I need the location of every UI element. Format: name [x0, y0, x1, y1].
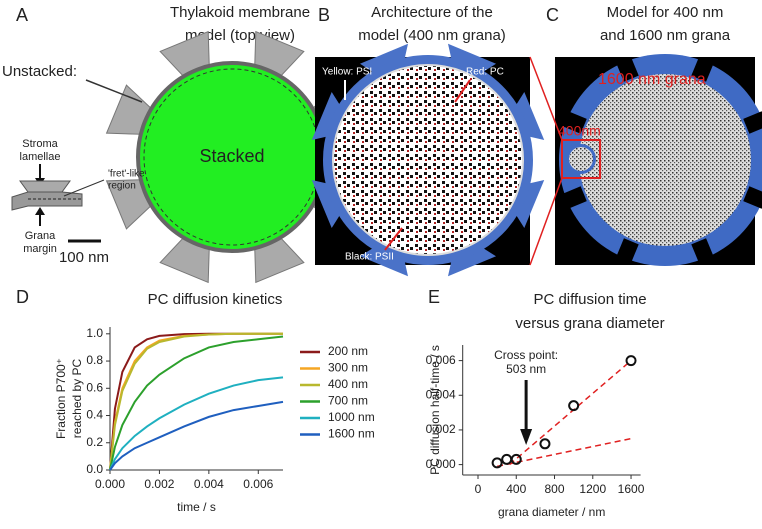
panel-letter: B: [318, 5, 330, 25]
y-tick-label: 0.000: [426, 457, 456, 471]
legend-label: 700 nm: [328, 394, 368, 408]
series-line: [109, 332, 283, 471]
x-axis-label: grana diameter / nm: [498, 505, 605, 519]
x-tick-label: 800: [545, 482, 565, 496]
notch: [562, 111, 587, 134]
inset-stroma: [19, 180, 71, 193]
inset-margin: [11, 191, 83, 211]
pointer: [454, 79, 471, 103]
y-tick-label: 0.0: [86, 462, 103, 476]
inset-label: Stroma: [22, 138, 58, 150]
x-tick-label: 0.002: [144, 477, 174, 491]
size-label: 400nm: [558, 123, 601, 139]
scale-label: 100 nm: [59, 249, 109, 266]
data-point: [625, 355, 637, 367]
stacked-label: Stacked: [199, 146, 264, 166]
notch: [562, 186, 587, 209]
x-tick-label: 0.000: [95, 477, 125, 491]
y-tick-label: 0.6: [86, 380, 103, 394]
x-tick-label: 0.004: [194, 477, 224, 491]
inset-label: lamellae: [20, 151, 61, 163]
grana-texture: [332, 64, 524, 256]
y-tick-label: 1.0: [86, 326, 103, 340]
pointer: [63, 179, 105, 197]
charts: D PC diffusion kinetics 0.0 0.2 0.4 0.6 0.8 1.0…: [16, 287, 665, 519]
notch: [616, 57, 639, 82]
notch: [616, 238, 639, 263]
margin-ring: [323, 55, 533, 265]
grana-texture: [579, 74, 751, 246]
x-tick-label: 0: [475, 482, 482, 496]
x-tick-label: 0.006: [243, 477, 273, 491]
legend-label: 400 nm: [328, 377, 368, 391]
data-point: [539, 438, 551, 450]
y-axis-label: Fraction P700⁺: [54, 358, 68, 439]
data-point: [491, 457, 503, 469]
annotation: Cross point:: [494, 348, 558, 362]
y-tick-label: 0.004: [426, 387, 456, 401]
chart-title: PC diffusion time: [533, 291, 646, 308]
inset-label: Grana: [25, 230, 56, 242]
panel-a: A Thylakoid membrane model (top view) St…: [2, 4, 359, 284]
data-point: [501, 453, 513, 465]
chart-title: PC diffusion kinetics: [148, 291, 283, 308]
inset-label: region: [108, 181, 136, 192]
chart-title: versus grana diameter: [515, 315, 664, 332]
annotation: 503 nm: [506, 362, 546, 376]
legend-label: 1000 nm: [328, 410, 375, 424]
notches: [562, 57, 762, 263]
legend-label: 300 nm: [328, 361, 368, 375]
notch: [691, 57, 714, 82]
panel-title: Architecture of the: [371, 4, 493, 21]
panel-title: Thylakoid membrane: [170, 4, 310, 21]
unstacked-label: Unstacked:: [2, 63, 77, 80]
series-line: [109, 400, 284, 471]
pointer: [85, 79, 143, 103]
panel-b: B Architecture of the model (400 nm gran…: [311, 4, 545, 277]
y-tick-label: 0.8: [86, 353, 103, 367]
fit-line: [509, 360, 632, 466]
legend-label: Yellow: PSI: [322, 67, 372, 78]
panel-letter: D: [16, 287, 29, 307]
zoom-box: [561, 139, 601, 179]
panel-letter: E: [428, 287, 440, 307]
inset-label: margin: [23, 243, 57, 255]
zoom-line: [529, 56, 563, 141]
size-label: 1600 nm grana: [598, 71, 706, 88]
panel-title: Model for 400 nm: [607, 4, 724, 21]
x-tick-label: 400: [506, 482, 526, 496]
legend-label: 200 nm: [328, 344, 368, 358]
arrow-head: [35, 207, 45, 215]
small-grana: [569, 147, 593, 171]
unstacked-regions: [311, 43, 545, 277]
inset-label: 'fret'-like: [108, 169, 145, 180]
zoom-line: [529, 177, 563, 266]
series-line: [109, 376, 284, 471]
legend-label: Black: PSII: [345, 252, 394, 263]
legend-label: Red: PC: [466, 67, 504, 78]
fit-line: [496, 437, 632, 468]
x-tick-label: 1600: [618, 482, 645, 496]
series-line: [109, 335, 284, 471]
y-axis-label: PC diffusion half-time / s: [428, 345, 442, 475]
annotation-arrowhead: [520, 429, 533, 445]
data-point: [510, 453, 522, 465]
y-tick-label: 0.2: [86, 435, 103, 449]
data-point: [568, 400, 580, 412]
notch: [691, 238, 714, 263]
panel-letter: A: [16, 5, 28, 25]
x-tick-label: 1200: [579, 482, 606, 496]
panel-letter: C: [546, 5, 559, 25]
y-tick-label: 0.002: [426, 422, 456, 436]
pointer: [384, 227, 403, 251]
y-tick-label: 0.006: [426, 353, 456, 367]
panel-c: C Model for 400 nm and 1600 nm grana 160…: [529, 4, 762, 266]
x-axis-label: time / s: [177, 500, 216, 514]
y-axis-label: reached by PC: [70, 358, 84, 438]
panel-title: and 1600 nm grana: [600, 27, 731, 44]
panel-title: model (400 nm grana): [358, 27, 506, 44]
y-tick-label: 0.4: [86, 408, 103, 422]
legend-label: 1600 nm: [328, 427, 375, 441]
